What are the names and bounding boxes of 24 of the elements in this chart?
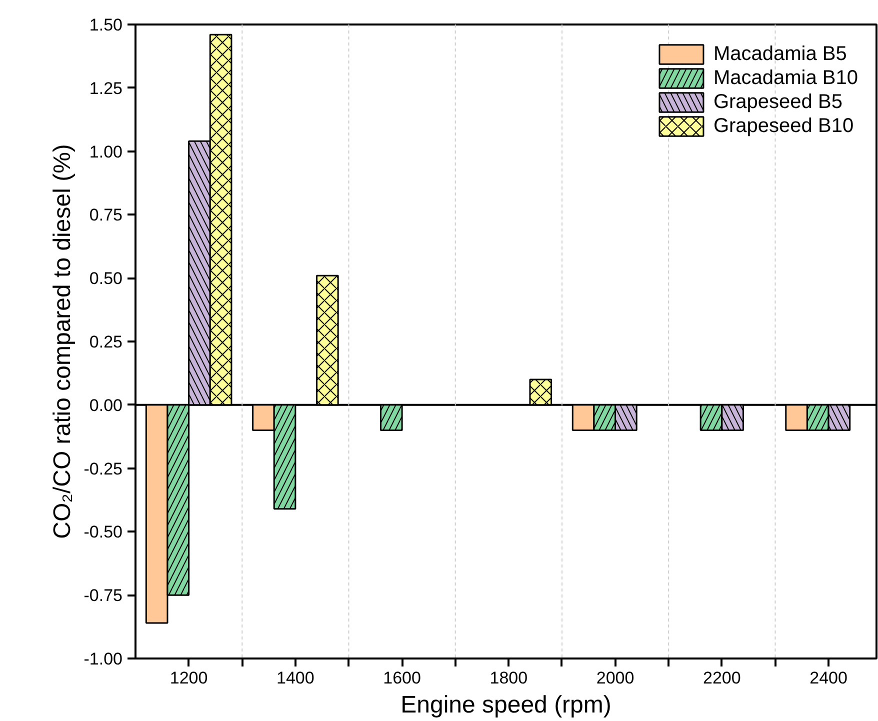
legend-label: Macadamia B5 xyxy=(713,42,847,66)
y-tick-label: 1.50 xyxy=(89,16,123,34)
y-tick-label: -0.25 xyxy=(84,459,122,478)
x-tick-label: 1600 xyxy=(383,668,421,688)
y-tick-label: 0.50 xyxy=(89,269,123,288)
x-tick-label: 1400 xyxy=(276,668,314,688)
y-tick-label: -0.75 xyxy=(84,586,122,606)
x-axis-title: Engine speed (rpm) xyxy=(400,692,612,718)
y-tick-label: -1.00 xyxy=(84,650,122,668)
x-tick-label: 2000 xyxy=(596,668,634,688)
legend-label: Macadamia B10 xyxy=(713,66,858,90)
x-tick-label: 1200 xyxy=(170,668,208,688)
y-tick-label: 1.25 xyxy=(89,78,123,98)
y-tick-label: 0.75 xyxy=(89,206,123,225)
legend-label: Grapeseed B10 xyxy=(713,114,854,138)
legend-label: Grapeseed B5 xyxy=(713,90,842,114)
x-tick-label: 1800 xyxy=(490,668,528,688)
y-axis-title: CO₂/CO ratio compared to diesel (%) xyxy=(48,144,76,539)
y-tick-label: 0.00 xyxy=(89,396,123,415)
y-tick-label: 1.00 xyxy=(89,142,123,162)
y-tick-label: -0.50 xyxy=(84,522,122,542)
x-tick-label: 2400 xyxy=(810,668,848,688)
y-tick-label: 0.25 xyxy=(89,332,123,352)
x-tick-label: 2200 xyxy=(702,668,741,688)
